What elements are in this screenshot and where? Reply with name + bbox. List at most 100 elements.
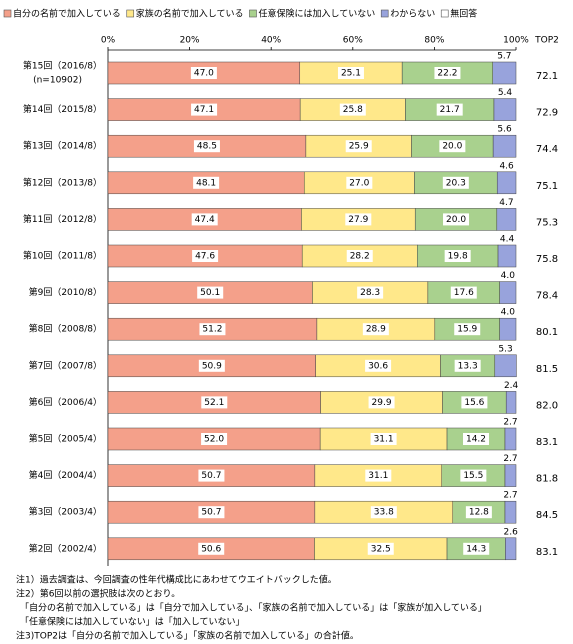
bar-segment xyxy=(492,134,517,158)
label-box xyxy=(370,506,397,519)
top2-value: 72.1 xyxy=(536,71,558,82)
bar-segment xyxy=(494,354,517,378)
label-box xyxy=(442,176,469,189)
top2-value: 80.1 xyxy=(536,327,558,338)
label-box xyxy=(362,323,389,336)
data-label: 14.3 xyxy=(466,544,486,554)
data-label: 48.1 xyxy=(196,178,216,188)
label-box xyxy=(346,176,373,189)
label-box xyxy=(460,469,487,482)
top2-value: 81.8 xyxy=(536,474,558,485)
x-tick-label: 80% xyxy=(424,36,444,46)
category-label: 第13回（2014/8） xyxy=(23,140,102,152)
x-tick-label: 0% xyxy=(101,36,116,46)
legend-swatch xyxy=(440,9,449,18)
data-label: 28.3 xyxy=(360,288,380,298)
label-box xyxy=(454,323,481,336)
label-box xyxy=(198,469,225,482)
note: 注3)TOP2は「自分の名前で加入している」「家族の名前で加入している」の合計値… xyxy=(16,630,359,642)
label-box xyxy=(346,250,373,262)
category-label: 第10回（2011/8） xyxy=(23,250,102,262)
top2-header: TOP2 xyxy=(534,36,559,46)
legend-swatch xyxy=(3,9,12,18)
label-box xyxy=(198,506,225,519)
category-label: 第14回（2015/8） xyxy=(23,103,102,115)
data-label: 20.0 xyxy=(446,215,466,225)
label-box xyxy=(191,103,218,116)
bar-segment xyxy=(493,98,517,121)
label-box xyxy=(365,359,392,372)
x-tick-label: 100% xyxy=(503,36,529,46)
data-label: 5.7 xyxy=(497,52,511,62)
category-label: 第4回（2004/4） xyxy=(29,469,102,481)
label-box xyxy=(434,67,461,79)
label-box xyxy=(339,103,366,116)
data-label: 5.3 xyxy=(498,344,512,354)
data-label: 52.1 xyxy=(204,398,224,408)
data-label: 31.1 xyxy=(368,471,388,481)
top2-value: 81.5 xyxy=(536,364,558,375)
label-box xyxy=(370,433,397,445)
data-label: 25.8 xyxy=(343,105,363,115)
data-label: 30.6 xyxy=(368,361,388,371)
category-label: 第6回（2006/4） xyxy=(29,396,102,408)
legend-label: 無回答 xyxy=(450,8,477,20)
data-label: 48.5 xyxy=(197,142,217,152)
category-note: (n=10902) xyxy=(33,76,82,86)
label-box xyxy=(450,286,477,299)
label-box xyxy=(193,176,220,189)
label-box xyxy=(201,396,228,409)
data-label: 12.8 xyxy=(469,508,489,518)
data-label: 28.9 xyxy=(366,325,386,335)
category-label: 第9回（2010/8） xyxy=(29,286,102,298)
note: 注1）過去調査は、今回調査の性年代構成比にあわせてウエイトバックした値。 xyxy=(16,574,337,586)
bar-segment xyxy=(496,208,517,231)
label-box xyxy=(191,213,218,226)
data-label: 47.1 xyxy=(194,105,214,115)
label-box xyxy=(201,433,228,445)
label-box xyxy=(193,140,220,153)
data-label: 15.5 xyxy=(463,471,483,481)
note: 注2）第6回以前の選択肢は次のとおり。 xyxy=(16,588,180,600)
data-label: 2.7 xyxy=(503,491,517,501)
category-label: 第8回（2008/8） xyxy=(29,323,102,335)
top2-value: 75.3 xyxy=(536,217,558,228)
data-label: 51.2 xyxy=(202,325,222,335)
category-label: 第3回（2003/4） xyxy=(29,506,102,518)
legend-label: わからない xyxy=(390,9,435,20)
label-box xyxy=(367,542,394,555)
data-label: 19.8 xyxy=(448,252,468,262)
data-label: 47.4 xyxy=(195,215,215,225)
label-box xyxy=(439,140,466,153)
data-label: 21.7 xyxy=(440,105,460,115)
data-label: 25.1 xyxy=(341,69,361,79)
x-tick-label: 40% xyxy=(261,36,281,46)
category-label: 第5回（2005/4） xyxy=(29,433,102,445)
bar-segment xyxy=(499,317,517,341)
label-box xyxy=(444,250,471,262)
label-box xyxy=(463,433,490,445)
label-box xyxy=(368,396,395,409)
data-label: 31.1 xyxy=(374,435,394,445)
label-box xyxy=(190,67,217,79)
data-label: 29.9 xyxy=(372,398,392,408)
data-label: 5.6 xyxy=(497,125,512,135)
data-label: 13.3 xyxy=(458,361,478,371)
legend-label: 自分の名前で加入している xyxy=(13,8,121,20)
note: 「自分の名前で加入している」は「自分で加入している」、「家族の名前で加入している… xyxy=(20,602,487,614)
top2-value: 83.1 xyxy=(536,437,558,448)
data-label: 22.2 xyxy=(437,69,457,79)
category-label: 第7回（2007/8） xyxy=(29,359,102,371)
data-label: 4.7 xyxy=(499,198,513,208)
legend-label: 任意保険には加入していない xyxy=(258,8,375,20)
x-tick-label: 60% xyxy=(343,36,363,46)
data-label: 4.6 xyxy=(499,161,514,171)
data-label: 5.4 xyxy=(498,88,513,98)
data-label: 4.4 xyxy=(500,235,515,245)
data-label: 27.0 xyxy=(349,178,369,188)
bar-segment xyxy=(492,61,517,85)
data-label: 28.2 xyxy=(350,252,370,262)
data-label: 20.0 xyxy=(442,142,462,152)
data-label: 50.7 xyxy=(201,508,221,518)
label-box xyxy=(465,506,492,519)
